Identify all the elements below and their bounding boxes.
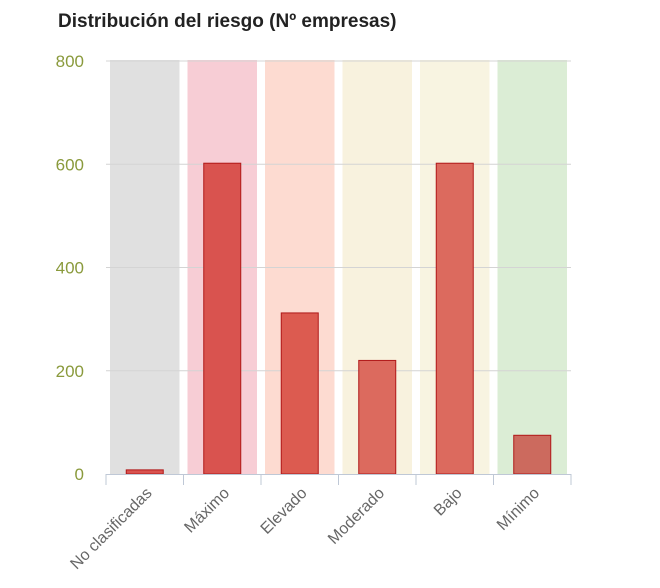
x-tick-label: Mínimo — [494, 485, 543, 534]
bar — [435, 162, 474, 475]
x-tick-label: No clasificadas — [67, 485, 155, 573]
bar — [203, 162, 242, 475]
y-tick-label: 600 — [56, 155, 84, 174]
bar — [280, 312, 319, 475]
bar — [513, 434, 552, 475]
y-tick-label: 800 — [56, 52, 84, 71]
x-tick-label: Bajo — [431, 485, 466, 520]
x-tick-label: Máximo — [181, 485, 233, 537]
bar — [125, 469, 164, 475]
bar — [358, 359, 397, 475]
x-tick-label: Elevado — [258, 485, 311, 538]
y-tick-label: 0 — [75, 465, 84, 484]
x-tick-label: Moderado — [325, 485, 388, 548]
y-tick-label: 200 — [56, 362, 84, 381]
chart-title: Distribución del riesgo (Nº empresas) — [58, 11, 397, 32]
y-tick-label: 400 — [56, 259, 84, 278]
